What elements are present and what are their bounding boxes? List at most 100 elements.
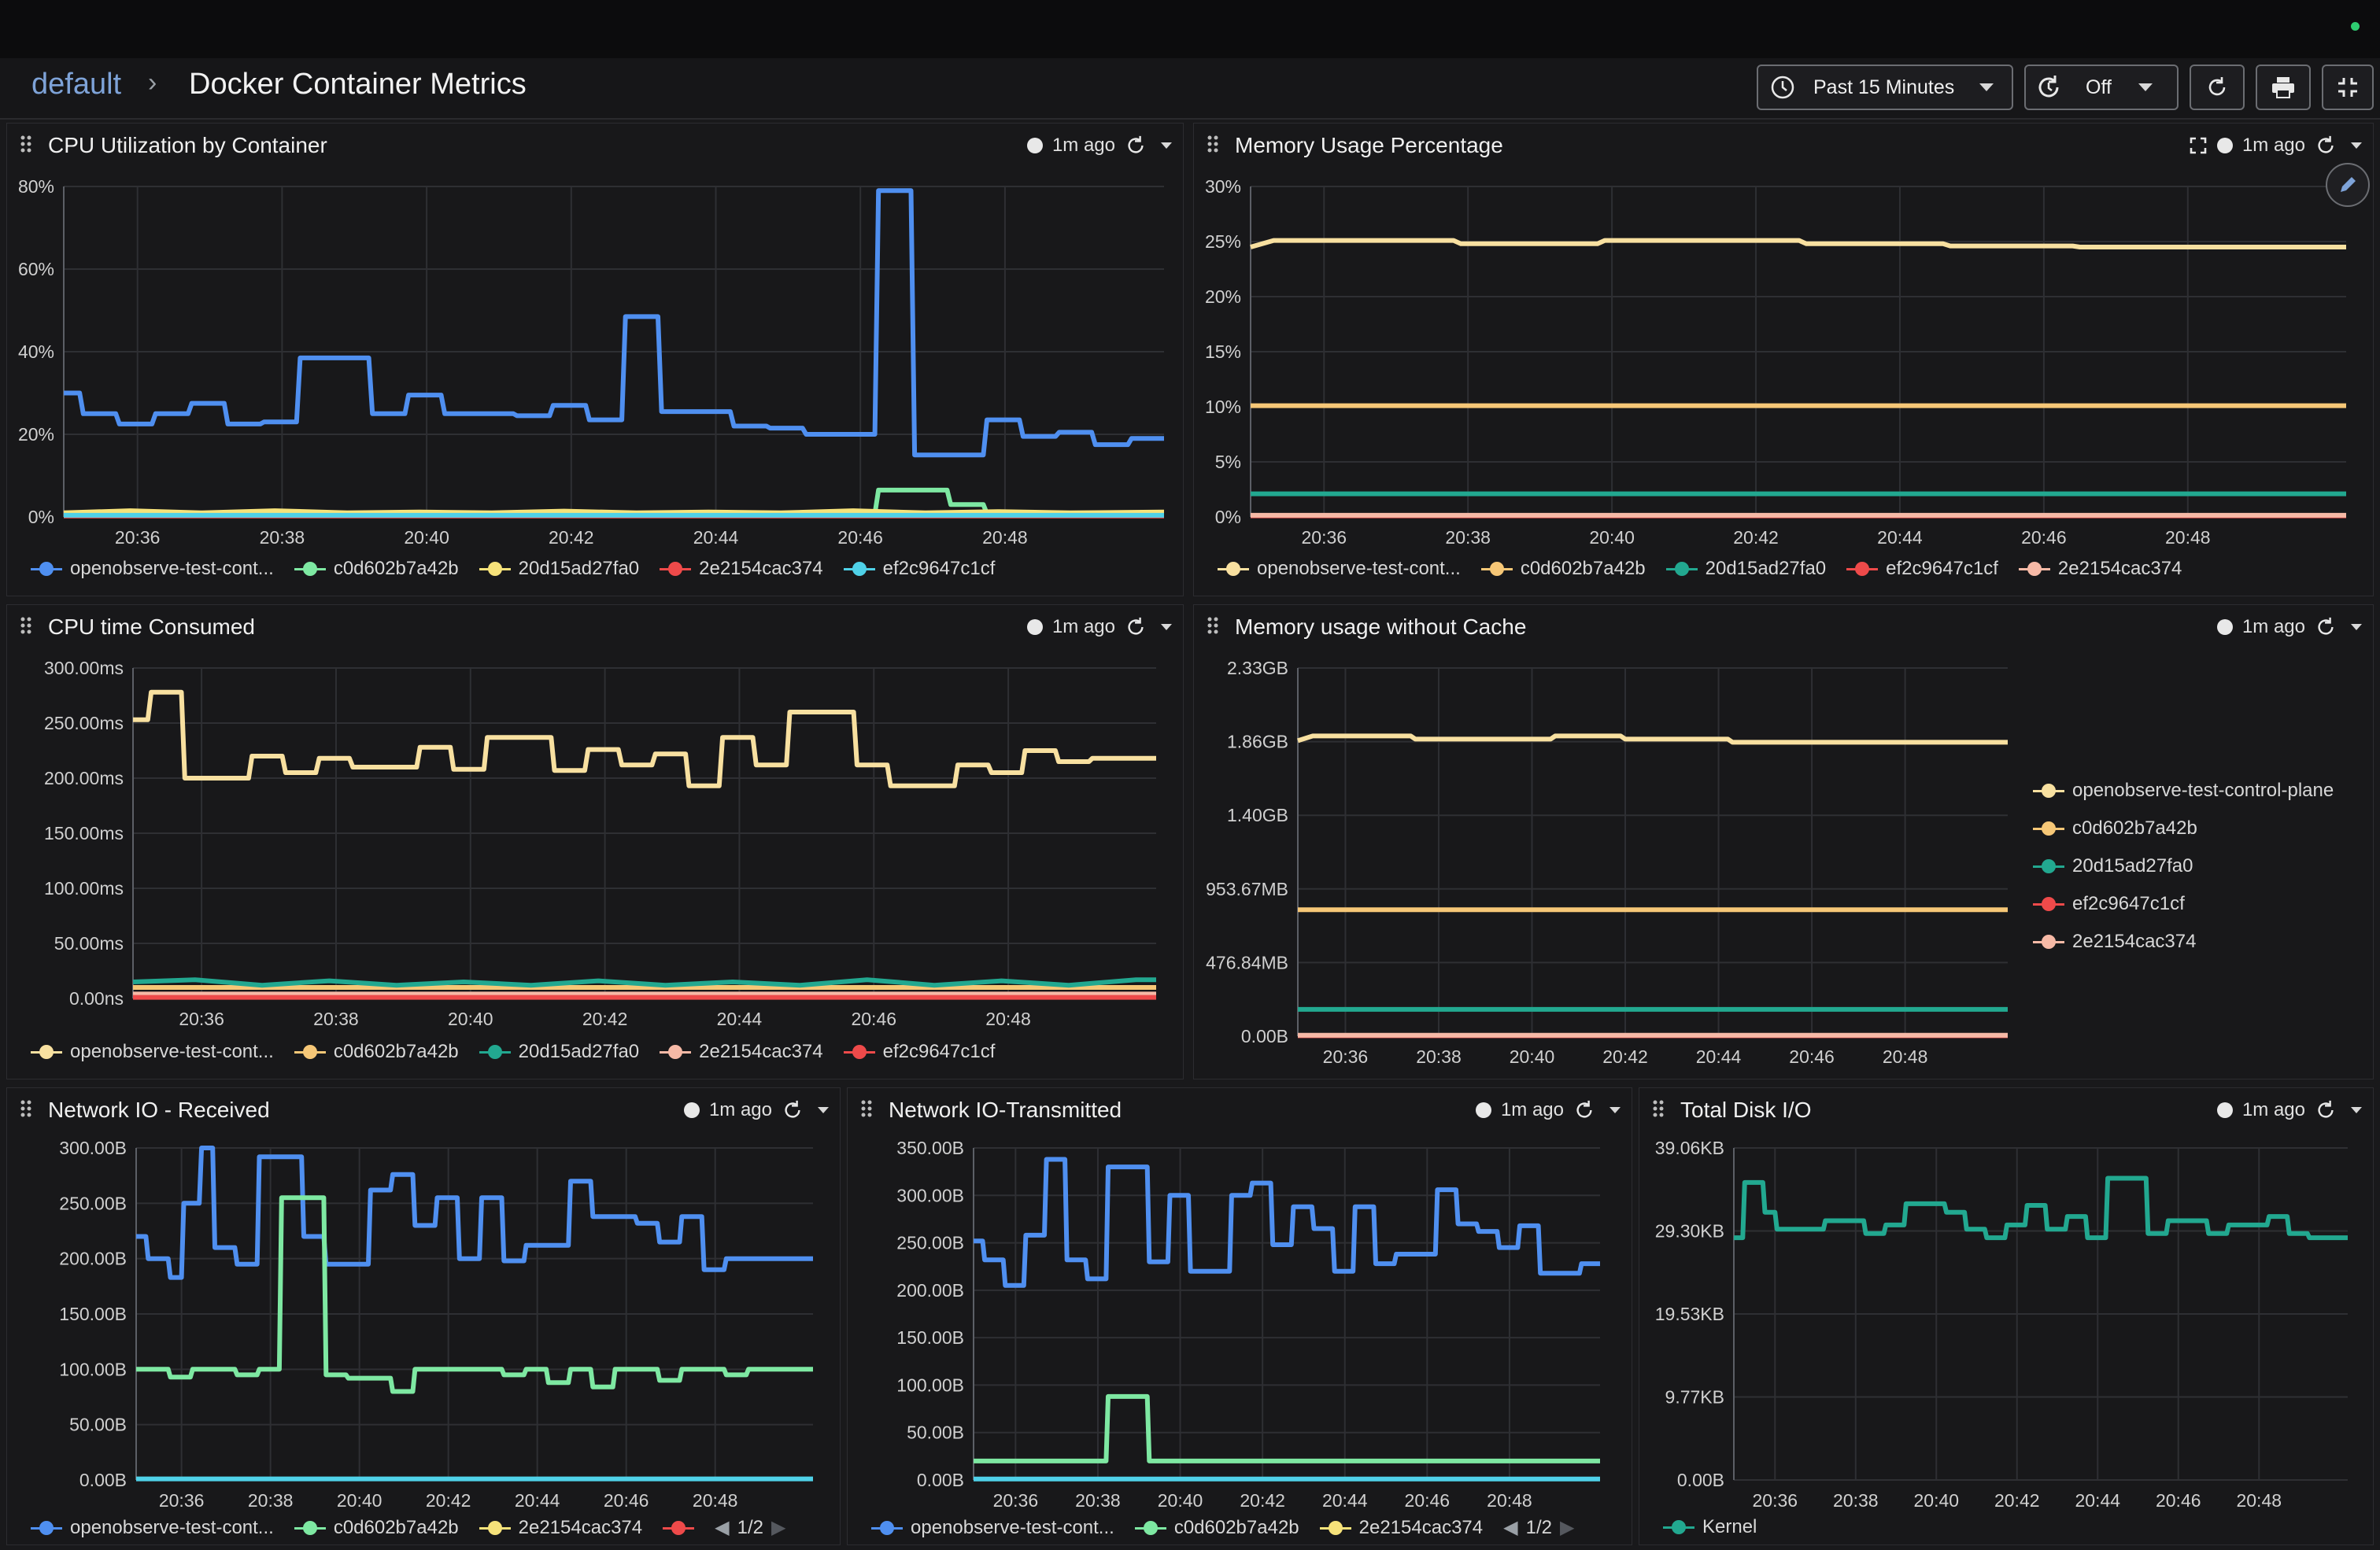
drag-handle-icon[interactable] [1207, 135, 1219, 153]
chart-network-transmitted: 0.00B 50.00B 100.00B 150.00B 200.00B 250.00B 3… [896, 1138, 1600, 1511]
legend-label: c0d602b7a42b [1520, 558, 1646, 579]
refresh-icon[interactable] [2315, 616, 2337, 638]
legend-item[interactable]: ef2c9647c1cf [843, 558, 996, 580]
legend-swatch [1319, 1520, 1351, 1535]
legend-item[interactable]: 20d15ad27fa0 [1665, 558, 1826, 580]
legend-item[interactable]: ef2c9647c1cf [2033, 893, 2334, 915]
y-tick-label: 40% [18, 341, 54, 362]
y-tick-label: 150.00ms [44, 823, 124, 843]
legend-prev-icon[interactable]: ◀ [1503, 1517, 1518, 1538]
panel-title: Network IO-Transmitted [889, 1098, 1122, 1122]
legend-item[interactable]: openobserve-test-cont... [31, 1041, 274, 1063]
panel-menu-icon[interactable] [818, 1107, 829, 1113]
legend-item[interactable]: 2e2154cac374 [479, 1517, 642, 1539]
legend-item[interactable]: c0d602b7a42b [294, 1517, 459, 1539]
legend-item[interactable]: openobserve-test-cont... [871, 1517, 1114, 1539]
legend-item[interactable]: 2e2154cac374 [1319, 1517, 1483, 1539]
refresh-button[interactable] [2190, 65, 2245, 110]
x-tick-label: 20:46 [1405, 1490, 1451, 1511]
x-tick-label: 20:40 [404, 527, 449, 548]
series-line [136, 1146, 813, 1280]
legend-item[interactable]: openobserve-test-cont... [31, 558, 274, 580]
legend-swatch [663, 1520, 695, 1535]
legend-label: c0d602b7a42b [1173, 1516, 1299, 1538]
auto-refresh-picker[interactable]: Off [2024, 65, 2179, 110]
refresh-icon[interactable] [2315, 1099, 2337, 1121]
y-tick-label: 50.00ms [54, 933, 124, 954]
fullscreen-icon[interactable] [2189, 136, 2208, 155]
legend-item[interactable] [663, 1520, 695, 1535]
refresh-icon[interactable] [2315, 135, 2337, 157]
y-tick-label: 19.53KB [1655, 1304, 1724, 1324]
panel-menu-icon[interactable] [1161, 624, 1172, 630]
last-updated-icon [1026, 138, 1043, 153]
legend-label: openobserve-test-cont... [70, 1516, 274, 1538]
panel-menu-icon[interactable] [1161, 142, 1172, 149]
x-tick-label: 20:40 [1510, 1046, 1555, 1067]
series-line [63, 508, 1165, 515]
panel-menu-icon[interactable] [1609, 1107, 1621, 1113]
legend-item[interactable]: ef2c9647c1cf [1846, 558, 1998, 580]
legend-item[interactable]: c0d602b7a42b [1480, 558, 1646, 580]
refresh-icon[interactable] [1125, 616, 1147, 638]
drag-handle-icon[interactable] [860, 1099, 873, 1118]
time-range-picker[interactable]: Past 15 Minutes [1757, 65, 2013, 110]
panel-menu-icon[interactable] [2351, 142, 2362, 149]
legend-next-icon[interactable]: ▶ [771, 1517, 786, 1538]
legend-swatch [479, 1045, 511, 1059]
legend-item[interactable]: 20d15ad27fa0 [479, 1041, 639, 1063]
y-tick-label: 29.30KB [1655, 1221, 1724, 1242]
legend-item[interactable]: openobserve-test-cont... [31, 1517, 274, 1539]
legend-item[interactable]: c0d602b7a42b [1134, 1516, 1299, 1539]
y-tick-label: 200.00B [896, 1280, 964, 1301]
edit-icon[interactable] [2324, 161, 2371, 209]
page-title: Docker Container Metrics [189, 68, 527, 101]
panel-menu-icon[interactable] [2351, 1107, 2362, 1113]
breadcrumb-home[interactable]: default [31, 68, 122, 101]
x-tick-label: 20:44 [1322, 1490, 1368, 1511]
legend-item[interactable]: 2e2154cac374 [660, 1041, 823, 1063]
legend-item[interactable]: c0d602b7a42b [294, 558, 459, 580]
legend-item[interactable]: 2e2154cac374 [2018, 558, 2182, 580]
x-tick-label: 20:38 [1445, 527, 1491, 548]
series-line [974, 1393, 1600, 1463]
last-updated-icon [2216, 1102, 2233, 1118]
refresh-icon[interactable] [782, 1099, 804, 1121]
legend-label: 2e2154cac374 [699, 1041, 823, 1062]
refresh-icon[interactable] [1125, 135, 1147, 157]
drag-handle-icon[interactable] [1207, 616, 1219, 635]
y-tick-label: 200.00ms [44, 768, 124, 788]
legend-item[interactable]: openobserve-test-cont... [1218, 558, 1461, 580]
legend-next-icon[interactable]: ▶ [1559, 1517, 1575, 1538]
legend-label: ef2c9647c1cf [882, 558, 996, 579]
legend-item[interactable]: ef2c9647c1cf [843, 1041, 995, 1063]
legend: openobserve-test-cont... c0d602b7a42b 20d1… [31, 558, 995, 580]
legend-item[interactable]: 2e2154cac374 [660, 558, 823, 580]
y-tick-label: 150.00B [896, 1327, 964, 1348]
panel-menu-icon[interactable] [2351, 624, 2362, 630]
refresh-icon[interactable] [1573, 1099, 1595, 1121]
legend-item[interactable]: 20d15ad27fa0 [479, 558, 639, 580]
legend-item[interactable]: 2e2154cac374 [2033, 931, 2334, 953]
drag-handle-icon[interactable] [20, 135, 32, 153]
legend-prev-icon[interactable]: ◀ [715, 1517, 730, 1538]
legend-item[interactable]: openobserve-test-control-plane [2033, 780, 2334, 802]
x-tick-label: 20:42 [549, 527, 594, 548]
drag-handle-icon[interactable] [20, 616, 32, 635]
x-tick-label: 20:40 [448, 1009, 493, 1029]
y-tick-label: 20% [18, 424, 54, 445]
x-tick-label: 20:42 [1994, 1490, 2040, 1511]
legend-item[interactable]: c0d602b7a42b [2033, 817, 2334, 840]
series-line [974, 1157, 1600, 1288]
legend-item[interactable]: 20d15ad27fa0 [2033, 855, 2334, 877]
legend-swatch [2033, 935, 2064, 949]
panel-cpu-utilization: CPU Utilization by Container 1m ago 0% 20… [6, 123, 1184, 596]
last-updated-text: 1m ago [2241, 135, 2305, 156]
print-button[interactable] [2256, 65, 2311, 110]
drag-handle-icon[interactable] [20, 1099, 32, 1118]
legend-item[interactable]: Kernel [1663, 1516, 1757, 1538]
fullscreen-exit-button[interactable] [2322, 65, 2374, 110]
legend-item[interactable]: c0d602b7a42b [294, 1041, 459, 1063]
y-tick-label: 1.86GB [1227, 732, 1288, 752]
drag-handle-icon[interactable] [1652, 1099, 1665, 1118]
